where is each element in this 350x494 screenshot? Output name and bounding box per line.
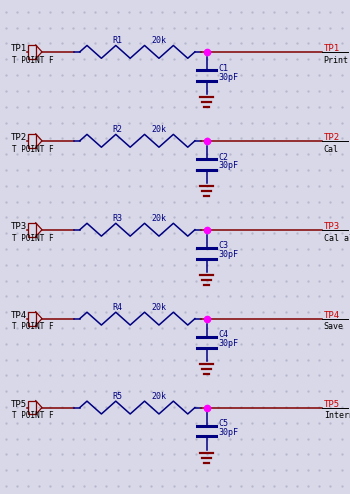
Text: Cal: Cal [324, 145, 339, 154]
Text: TP1: TP1 [10, 44, 27, 53]
Text: TP4: TP4 [324, 311, 340, 320]
Text: T POINT F: T POINT F [12, 412, 54, 420]
Text: C2: C2 [219, 153, 229, 162]
Text: TP2: TP2 [324, 133, 340, 142]
Bar [28, 223, 36, 237]
Text: C1: C1 [219, 64, 229, 73]
Text: T POINT F: T POINT F [12, 56, 54, 65]
Bar [28, 312, 36, 326]
Text: TP1: TP1 [324, 44, 340, 53]
Bar [28, 134, 36, 148]
Text: T POINT F: T POINT F [12, 323, 54, 331]
Text: TP5: TP5 [324, 400, 340, 409]
Text: T POINT F: T POINT F [12, 145, 54, 154]
Text: T POINT F: T POINT F [12, 234, 54, 243]
Bar [28, 401, 36, 414]
Text: TP3: TP3 [324, 222, 340, 231]
Text: 20k: 20k [151, 36, 166, 45]
Text: Internet: Internet [324, 412, 350, 420]
Text: TP2: TP2 [10, 133, 27, 142]
Text: 20k: 20k [151, 392, 166, 401]
Text: R2: R2 [113, 125, 123, 134]
Text: R3: R3 [113, 214, 123, 223]
Text: C4: C4 [219, 330, 229, 339]
Text: 20k: 20k [151, 303, 166, 312]
Text: C5: C5 [219, 419, 229, 428]
Text: 30pF: 30pF [219, 428, 239, 437]
Text: R1: R1 [113, 36, 123, 45]
Text: C3: C3 [219, 242, 229, 250]
Text: R4: R4 [113, 303, 123, 312]
Text: 30pF: 30pF [219, 250, 239, 259]
Text: TP4: TP4 [10, 311, 27, 320]
Text: TP3: TP3 [10, 222, 27, 231]
Text: 20k: 20k [151, 214, 166, 223]
Text: 20k: 20k [151, 125, 166, 134]
Text: Cal all: Cal all [324, 234, 350, 243]
Text: 30pF: 30pF [219, 162, 239, 170]
Text: 30pF: 30pF [219, 339, 239, 348]
Text: R5: R5 [113, 392, 123, 401]
Text: TP5: TP5 [10, 400, 27, 409]
Bar [28, 45, 36, 59]
Text: 30pF: 30pF [219, 73, 239, 82]
Text: Print: Print [324, 56, 349, 65]
Text: Save: Save [324, 323, 344, 331]
